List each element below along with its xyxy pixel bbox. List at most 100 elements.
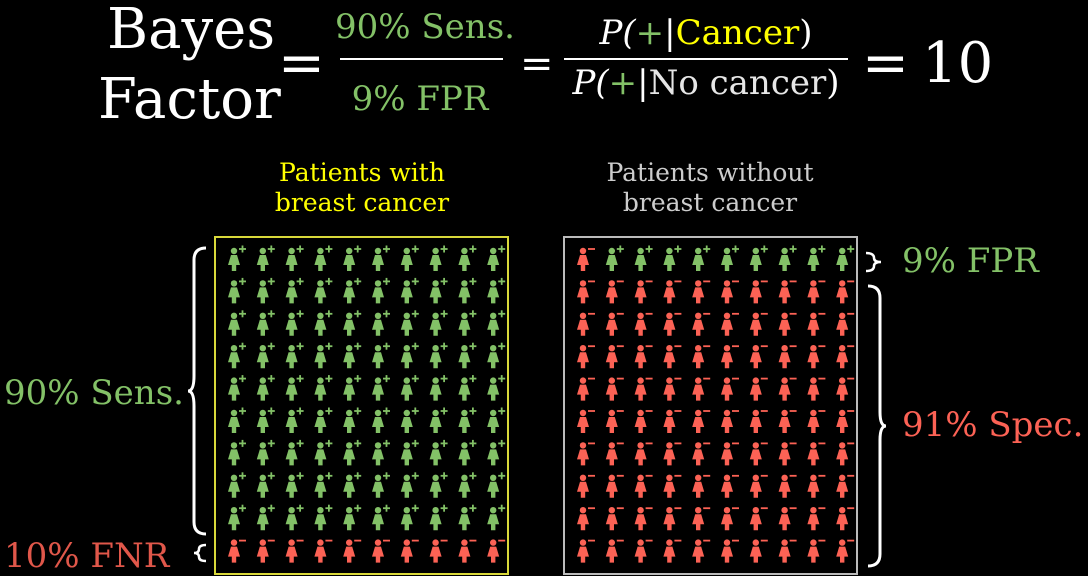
label-without-cancer-line1: Patients without — [606, 158, 814, 187]
plus-sign-icon — [354, 310, 362, 318]
person-negative-icon — [487, 539, 506, 563]
label-specificity: 91% Spec. — [902, 405, 1084, 445]
plus-sign-icon — [325, 472, 333, 480]
person-positive-icon — [372, 504, 390, 531]
person-negative-icon — [807, 539, 826, 563]
plus-sign-icon — [674, 245, 682, 253]
person-negative-icon — [807, 409, 826, 433]
person-positive-icon — [228, 472, 246, 498]
brace-fnr — [193, 543, 207, 563]
person-positive-icon — [429, 375, 448, 401]
plus-sign-icon — [469, 407, 477, 415]
plus-sign-icon — [411, 439, 419, 447]
person-positive-icon — [372, 439, 390, 466]
brace-sens — [187, 246, 207, 536]
person-negative-icon — [577, 345, 595, 369]
person-positive-icon — [487, 439, 506, 466]
person-positive-icon — [314, 472, 333, 498]
person-negative-icon — [663, 377, 682, 401]
person-negative-icon — [372, 539, 390, 563]
person-positive-icon — [400, 245, 419, 271]
plus-sign-icon — [498, 439, 506, 447]
plus-sign-icon — [469, 245, 477, 253]
person-negative-icon — [721, 442, 739, 466]
plus-sign-icon — [296, 407, 304, 415]
person-positive-icon — [285, 245, 304, 271]
person-negative-icon — [836, 409, 855, 433]
person-positive-icon — [400, 504, 419, 531]
p-symbol: P( — [599, 13, 636, 53]
plus-sign-icon — [296, 245, 304, 253]
person-negative-icon — [692, 539, 711, 563]
person-negative-icon — [807, 474, 826, 498]
person-positive-icon — [429, 310, 448, 336]
person-negative-icon — [663, 280, 682, 304]
plus-sign-icon — [847, 245, 855, 253]
person-negative-icon — [692, 377, 711, 401]
plus-sign-icon — [354, 472, 362, 480]
plus-sign-icon — [498, 375, 506, 383]
person-positive-icon — [285, 439, 304, 466]
grid-without-cancer — [577, 245, 855, 563]
person-negative-icon — [314, 539, 333, 563]
person-negative-icon — [605, 474, 624, 498]
person-positive-icon — [458, 504, 477, 531]
plus-sign-icon — [383, 375, 390, 383]
person-negative-icon — [807, 442, 826, 466]
plus-sign-icon — [469, 277, 477, 285]
person-positive-icon — [228, 245, 246, 271]
plus-sign-icon — [296, 277, 304, 285]
plus-sign-icon — [440, 277, 448, 285]
person-positive-icon — [256, 407, 275, 433]
plus-sign-icon — [383, 407, 390, 415]
plus-sign-icon — [325, 310, 333, 318]
plus-sign-icon — [498, 310, 506, 318]
person-negative-icon — [692, 474, 711, 498]
person-negative-icon — [577, 442, 595, 466]
person-negative-icon — [778, 377, 797, 401]
p-symbol: P( — [572, 63, 609, 103]
plus-sign-icon — [267, 504, 275, 512]
person-negative-icon — [634, 312, 653, 336]
plus-sign-icon — [703, 245, 711, 253]
person-negative-icon — [429, 539, 448, 563]
equals-sign-1: = — [278, 31, 325, 96]
person-negative-icon — [458, 539, 477, 563]
person-negative-icon — [605, 345, 624, 369]
person-negative-icon — [663, 474, 682, 498]
plus-sign-icon — [267, 375, 275, 383]
person-negative-icon — [807, 507, 826, 531]
close-paren: ) — [799, 13, 813, 53]
plus-sign-icon — [383, 504, 390, 512]
person-positive-icon — [228, 439, 246, 466]
person-negative-icon — [577, 280, 595, 304]
person-negative-icon — [836, 442, 855, 466]
plus-sign-icon — [469, 310, 477, 318]
person-negative-icon — [807, 377, 826, 401]
person-positive-icon — [458, 407, 477, 433]
person-positive-icon — [487, 245, 506, 271]
label-with-cancer: Patients with breast cancer — [212, 158, 512, 218]
person-negative-icon — [605, 280, 624, 304]
brace-spec — [867, 284, 887, 568]
person-negative-icon — [577, 507, 595, 531]
person-negative-icon — [778, 442, 797, 466]
person-negative-icon — [663, 345, 682, 369]
panel-with-cancer — [214, 236, 509, 575]
person-positive-icon — [429, 472, 448, 498]
plus-sign-icon — [469, 504, 477, 512]
plus-sign-icon — [239, 277, 246, 285]
plus-sign-icon — [267, 310, 275, 318]
person-negative-icon — [634, 280, 653, 304]
plus-sign-icon — [469, 375, 477, 383]
person-positive-icon — [372, 277, 390, 304]
plus-sign-icon — [296, 472, 304, 480]
person-negative-icon — [343, 539, 362, 563]
person-positive-icon — [487, 504, 506, 531]
plus-sign-icon — [498, 407, 506, 415]
plus-sign-icon — [383, 342, 390, 350]
person-negative-icon — [721, 409, 739, 433]
plus-sign-icon — [440, 407, 448, 415]
person-negative-icon — [663, 507, 682, 531]
given-bar: | — [637, 63, 649, 103]
